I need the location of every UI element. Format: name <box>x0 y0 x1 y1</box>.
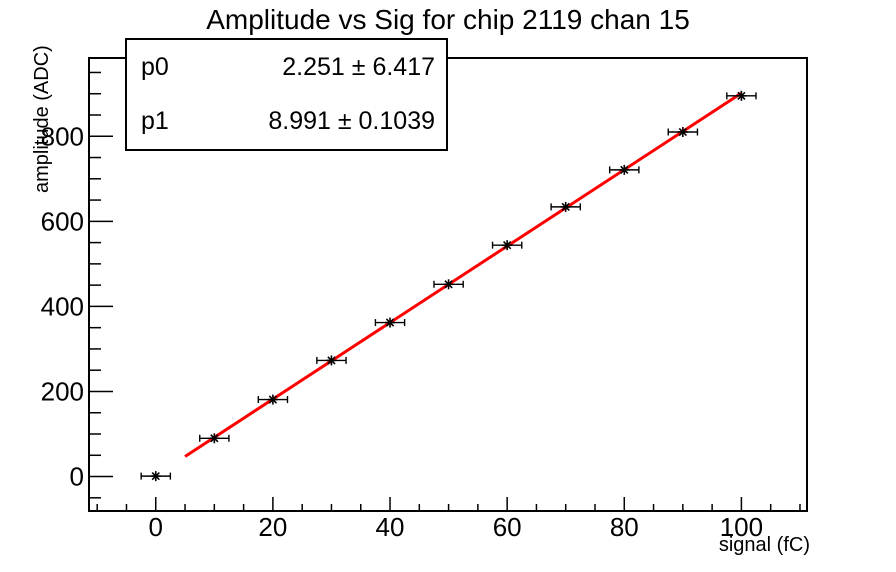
data-point <box>257 394 289 405</box>
stat-label-p0: p0 <box>141 52 169 81</box>
asterisk-marker-arm <box>678 127 688 137</box>
data-point <box>608 164 640 175</box>
x-tick-label: 20 <box>258 512 287 542</box>
stats-box: p0 2.251 ± 6.417 p1 8.991 ± 0.1039 <box>125 38 448 151</box>
asterisk-marker-arm <box>268 395 278 404</box>
plot-frame <box>88 57 808 512</box>
asterisk-marker-arm <box>210 434 219 443</box>
asterisk-marker-arm <box>502 240 512 250</box>
data-point <box>199 433 230 444</box>
data-point <box>433 279 464 290</box>
asterisk-marker-arm <box>327 356 336 365</box>
x-tick-label: 80 <box>610 512 639 542</box>
y-axis-title: amplitude (ADC) <box>31 45 53 193</box>
chart-title: Amplitude vs Sig for chip 2119 chan 15 <box>206 4 690 35</box>
data-point <box>550 201 582 212</box>
data-point <box>726 90 757 101</box>
asterisk-marker-arm <box>444 280 453 289</box>
data-point <box>140 471 172 482</box>
x-tick-label: 100 <box>720 512 763 542</box>
stats-row-p0: p0 2.251 ± 6.417 <box>127 53 446 82</box>
fit-line <box>184 91 743 458</box>
stat-label-p1: p1 <box>141 107 169 136</box>
y-tick-label: 600 <box>41 206 84 236</box>
x-tick-label: 60 <box>493 512 522 542</box>
y-tick-label: 400 <box>41 291 84 321</box>
stat-value-p1: 8.991 ± 0.1039 <box>268 107 435 136</box>
asterisk-marker-arm <box>620 165 629 175</box>
y-tick-label: 200 <box>41 376 84 406</box>
asterisk-marker-arm <box>151 471 160 481</box>
y-tick-label: 800 <box>41 121 84 151</box>
x-tick-label: 0 <box>149 512 163 542</box>
asterisk-marker-arm <box>385 318 395 327</box>
data-point <box>374 317 406 328</box>
x-axis-title: signal (fC) <box>718 534 810 556</box>
data-point <box>491 240 523 251</box>
stat-value-p0: 2.251 ± 6.417 <box>282 52 435 81</box>
y-tick-label: 0 <box>70 462 84 492</box>
asterisk-marker-arm <box>737 91 746 101</box>
stats-row-p1: p1 8.991 ± 0.1039 <box>127 107 446 136</box>
data-point <box>316 355 347 366</box>
asterisk-marker-arm <box>561 202 570 212</box>
x-tick-label: 40 <box>376 512 405 542</box>
data-point <box>667 127 699 138</box>
